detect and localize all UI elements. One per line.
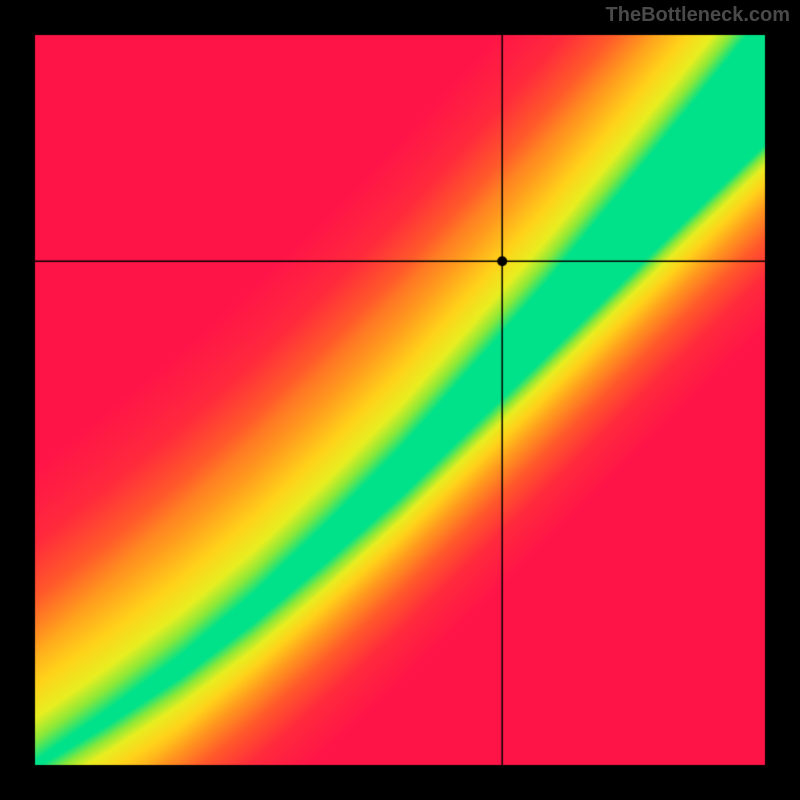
watermark-text: TheBottleneck.com [606,4,790,27]
chart-container: TheBottleneck.com [0,0,800,800]
heatmap-canvas [0,0,800,800]
